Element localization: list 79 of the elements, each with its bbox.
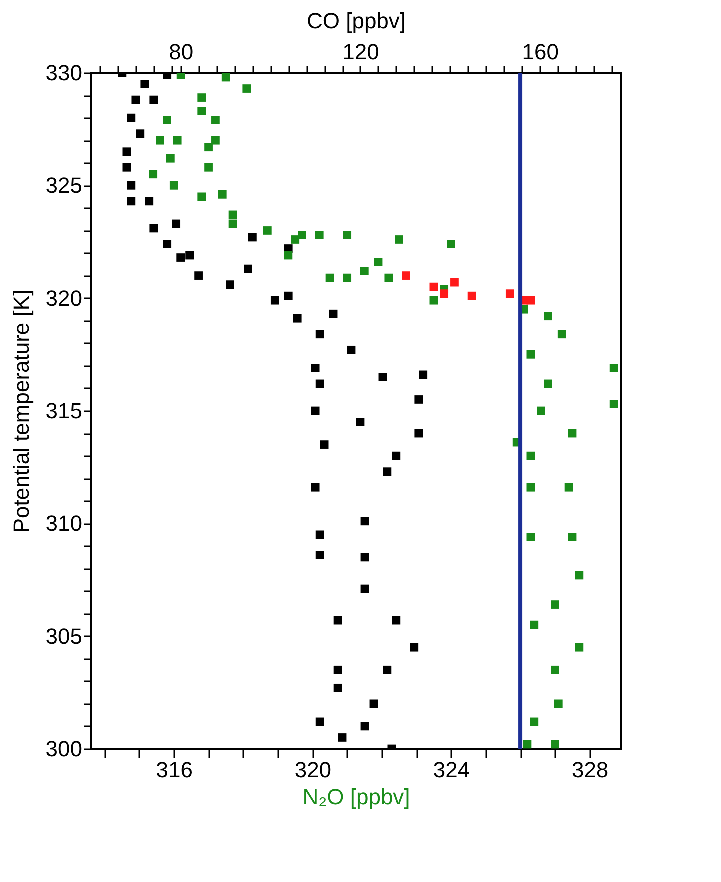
point [163, 116, 172, 125]
point [575, 643, 584, 652]
point [218, 190, 227, 199]
point [384, 274, 394, 282]
point [298, 231, 306, 240]
point [554, 700, 563, 708]
x2-tick-label: 80 [169, 40, 194, 64]
x2-tick-label: 120 [342, 40, 380, 64]
point [450, 278, 459, 287]
y-tick-label: 315 [46, 398, 82, 424]
point [212, 116, 220, 125]
point [537, 406, 546, 416]
point [395, 236, 404, 244]
point [198, 107, 206, 116]
point [526, 350, 536, 359]
point [430, 282, 438, 292]
point [610, 364, 618, 372]
x-tick-label: 324 [433, 758, 470, 782]
point [544, 380, 552, 388]
y-tick-label: 310 [46, 511, 82, 536]
point [526, 452, 536, 460]
point [440, 290, 449, 298]
point [173, 136, 182, 145]
point [530, 620, 539, 630]
point [343, 274, 352, 282]
point [526, 296, 536, 305]
point [166, 154, 175, 163]
point [530, 718, 539, 726]
point [198, 192, 206, 202]
point [170, 181, 178, 190]
point [198, 94, 206, 102]
point [558, 330, 566, 339]
point [263, 226, 272, 235]
point [204, 163, 213, 172]
x-axis-title: N₂O [ppbv] [302, 784, 410, 810]
point [568, 533, 577, 542]
point [506, 290, 514, 298]
y-tick-label: 325 [46, 173, 82, 198]
point [544, 312, 552, 321]
point [526, 483, 536, 492]
y-tick-label: 330 [46, 60, 82, 86]
point [402, 272, 410, 280]
point [575, 571, 584, 580]
point [523, 740, 532, 749]
point [610, 400, 618, 408]
y-tick-label: 320 [46, 286, 82, 311]
point [228, 220, 238, 228]
point [176, 73, 186, 80]
point [242, 84, 252, 93]
x-tick-label: 328 [572, 758, 609, 782]
point [149, 170, 158, 179]
x-tick-label: 316 [156, 758, 193, 782]
point [430, 296, 438, 305]
point [291, 236, 300, 244]
point [212, 136, 220, 145]
point [468, 292, 476, 300]
point [360, 267, 369, 276]
x2-tick-label: 160 [522, 40, 560, 64]
point [222, 73, 230, 82]
y-tick-label: 305 [46, 624, 82, 649]
point [551, 600, 560, 609]
point [526, 533, 536, 542]
point [568, 429, 577, 438]
x2-axis-title: CO [ppbv] [306, 8, 406, 34]
point [326, 274, 334, 282]
point [228, 210, 238, 220]
point [156, 136, 164, 145]
point [343, 231, 352, 240]
x-tick-label: 320 [294, 758, 332, 782]
point [204, 143, 213, 152]
point [447, 240, 456, 248]
point [374, 258, 383, 266]
point [551, 740, 560, 749]
point [315, 231, 324, 240]
point [284, 251, 293, 260]
point [551, 666, 560, 674]
point [564, 483, 574, 492]
y-axis-title: Potential temperature [K] [8, 290, 34, 534]
y-tick-label: 300 [46, 736, 82, 762]
